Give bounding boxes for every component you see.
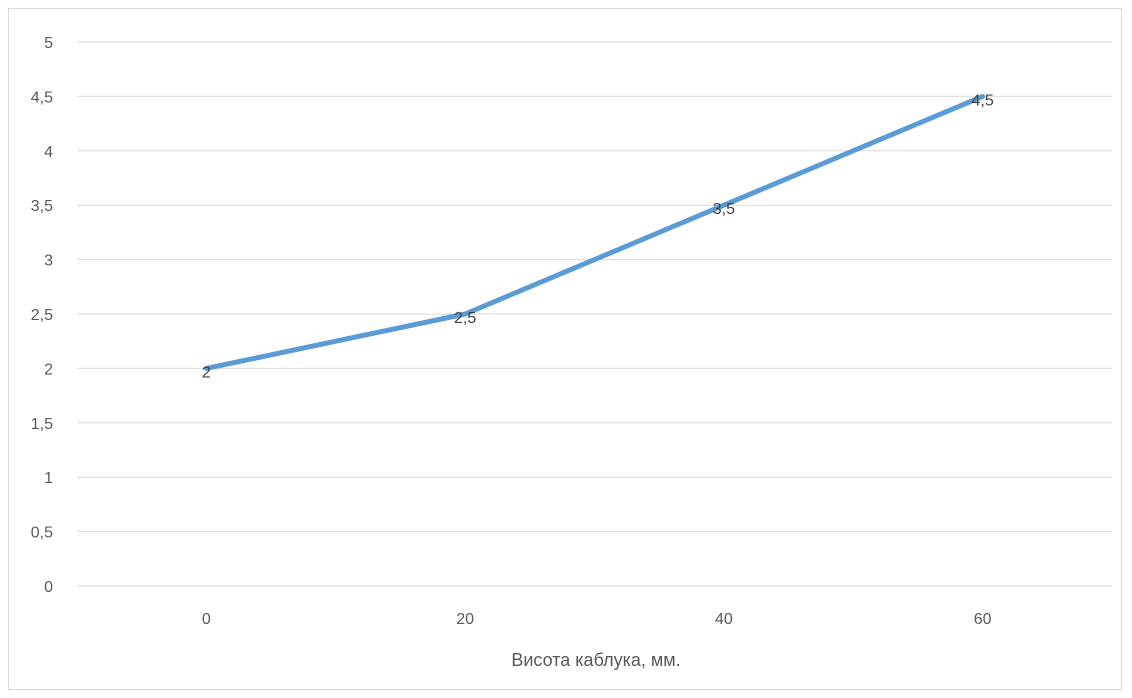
y-tick-label: 4 <box>44 144 53 161</box>
chart-frame <box>8 8 1122 690</box>
x-tick-label: 0 <box>202 611 211 628</box>
y-tick-label: 0,5 <box>31 525 53 542</box>
y-tick-label: 2,5 <box>31 307 53 324</box>
y-tick-label: 3,5 <box>31 198 53 215</box>
data-label: 3,5 <box>713 201 735 218</box>
x-tick-label: 40 <box>715 611 733 628</box>
y-tick-label: 1 <box>44 470 53 487</box>
data-label: 4,5 <box>972 92 994 109</box>
data-label: 2 <box>202 364 211 381</box>
y-tick-label: 1,5 <box>31 416 53 433</box>
y-tick-label: 3 <box>44 253 53 270</box>
y-tick-label: 4,5 <box>31 89 53 106</box>
x-tick-label: 60 <box>974 611 992 628</box>
y-tick-label: 0 <box>44 579 53 596</box>
series-layer <box>203 93 986 371</box>
y-axis-tick-labels: 0 0,5 1 1,5 2 2,5 3 3,5 4 4,5 5 <box>31 35 53 596</box>
data-labels: 2 2,5 3,5 4,5 <box>202 92 994 381</box>
data-label: 2,5 <box>454 310 476 327</box>
x-axis-tick-labels: 0 20 40 60 <box>202 611 992 628</box>
series-line <box>203 93 986 371</box>
gridlines <box>77 41 1112 587</box>
y-tick-label: 5 <box>44 35 53 52</box>
x-axis-title: Висота каблука, мм. <box>511 650 680 670</box>
y-tick-label: 2 <box>44 361 53 378</box>
x-tick-label: 20 <box>456 611 474 628</box>
